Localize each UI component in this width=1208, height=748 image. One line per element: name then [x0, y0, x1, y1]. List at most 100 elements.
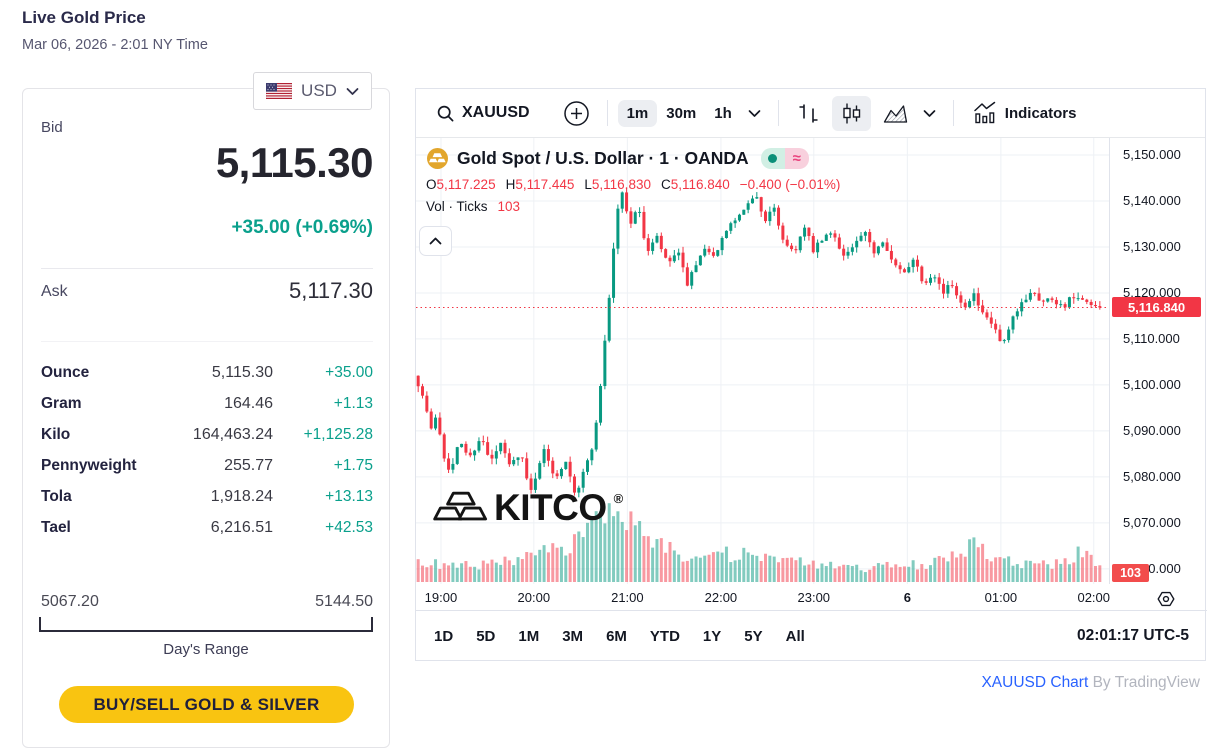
divider	[41, 268, 373, 269]
page-timestamp: Mar 06, 2026 - 2:01 NY Time	[22, 37, 208, 53]
toolbar-divider	[777, 100, 779, 126]
attribution-rest: By TradingView	[1088, 674, 1200, 691]
day-range-bracket	[39, 617, 373, 632]
x-axis-tick: 22:00	[704, 590, 738, 605]
range-button-3M[interactable]: 3M	[562, 627, 584, 645]
unit-change: +1.75	[333, 456, 373, 474]
unit-value: 1,918.24	[210, 487, 273, 505]
unit-label: Pennyweight	[41, 456, 137, 474]
currency-selected: USD	[301, 81, 337, 100]
ohlc-value: 5,117.225	[436, 177, 496, 192]
unit-label: Ounce	[41, 363, 90, 381]
candlestick-chart[interactable]	[416, 138, 1109, 584]
unit-row: Ounce 5,115.30 +35.00	[41, 357, 373, 388]
timezone-settings-icon[interactable]	[1153, 586, 1179, 615]
ohlc-key: H	[505, 177, 516, 192]
unit-label: Tola	[41, 487, 72, 505]
candlestick-chart-type-icon[interactable]	[831, 95, 871, 131]
range-toolbar: 1D 5D 1M 3M 6M YTD 1Y 5Y All 02:01:17 UTC-5	[416, 611, 1205, 661]
x-axis-tick: 01:00	[984, 590, 1018, 605]
day-range-high: 5144.50	[315, 593, 373, 610]
legend-change: −0.400 (−0.01%)	[739, 177, 841, 192]
interval-buttons: 1m 30m 1h	[617, 99, 741, 127]
y-axis-tick: 5,130.000	[1123, 238, 1181, 254]
range-button-5Y[interactable]: 5Y	[744, 627, 763, 645]
search-icon	[436, 104, 455, 123]
compare-add-button[interactable]	[556, 95, 597, 132]
currency-dropdown[interactable]: USD	[253, 72, 372, 110]
unit-value: 164.46	[224, 394, 273, 412]
unit-value: 5,115.30	[211, 363, 273, 381]
chart-type-menu-chevron[interactable]	[916, 104, 943, 123]
divider	[41, 341, 373, 342]
unit-change: +42.53	[325, 518, 373, 536]
tradingview-chart-link[interactable]: XAUUSD Chart	[981, 674, 1089, 691]
unit-row: Tael 6,216.51 +42.53	[41, 512, 373, 543]
bid-label: Bid	[41, 119, 63, 136]
range-button-YTD[interactable]: YTD	[649, 627, 680, 645]
x-axis-tick: 6	[903, 590, 911, 605]
x-axis-tick: 19:00	[424, 590, 458, 605]
page-title: Live Gold Price	[22, 8, 146, 27]
unit-value: 6,216.51	[210, 518, 273, 536]
indicators-icon	[972, 101, 998, 125]
range-button-1M[interactable]: 1M	[518, 627, 540, 645]
unit-row: Pennyweight 255.77 +1.75	[41, 450, 373, 481]
units-table: Ounce 5,115.30 +35.00 Gram 164.46 +1.13 Kilo 16…	[41, 357, 373, 543]
price-axis[interactable]: 5,150.000 5,140.000 5,130.000 5,120.000 5,11…	[1109, 138, 1206, 584]
last-price-badge: 5,116.840	[1112, 297, 1201, 318]
indicators-label: Indicators	[1004, 104, 1077, 122]
unit-row: Kilo 164,463.24 +1,125.28	[41, 419, 373, 450]
unit-label: Kilo	[41, 425, 71, 443]
range-buttons: 1D 5D 1M 3M 6M YTD 1Y 5Y All	[432, 626, 807, 647]
ask-label: Ask	[41, 283, 68, 300]
y-axis-tick: 5,110.000	[1123, 330, 1180, 346]
unit-label: Gram	[41, 394, 82, 412]
clock: 02:01:17 UTC-5	[1077, 627, 1189, 644]
attribution: XAUUSD Chart By TradingView	[981, 674, 1200, 692]
quote-card: Bid 5,115.30 +35.00 (+0.69%) Ask 5,117.3…	[22, 88, 390, 748]
bar-chart-type-icon[interactable]	[789, 96, 828, 131]
toolbar-divider	[952, 100, 954, 126]
y-axis-tick: 5,100.000	[1123, 376, 1181, 392]
volume-label: Vol · Ticks	[426, 199, 488, 214]
day-range-label: Day's Range	[163, 641, 249, 658]
us-flag-icon	[266, 83, 293, 99]
ohlc-value: 5,117.445	[515, 177, 575, 192]
volume-value: 103	[497, 199, 521, 214]
indicators-button[interactable]: Indicators	[964, 96, 1085, 130]
ask-price: 5,117.30	[288, 278, 373, 303]
range-button-1Y[interactable]: 1Y	[702, 627, 722, 645]
x-axis-tick: 23:00	[797, 590, 831, 605]
buy-sell-button[interactable]: BUY/SELL GOLD & SILVER	[59, 686, 354, 723]
interval-button-30m[interactable]: 30m	[657, 100, 705, 127]
chart-legend: Gold Spot / U.S. Dollar · 1 · OANDA ≈ O5…	[426, 147, 840, 214]
ohlc-key: C	[660, 177, 671, 192]
ohlc-value: 5,116.840	[670, 177, 730, 192]
range-button-All[interactable]: All	[785, 627, 805, 645]
interval-button-1m[interactable]: 1m	[617, 99, 658, 127]
unit-change: +1,125.28	[303, 425, 373, 443]
time-axis[interactable]: 19:00 20:00 21:00 22:00 23:00 6 01:00 02:00	[416, 584, 1207, 611]
x-axis-tick: 02:00	[1077, 590, 1111, 605]
symbol-search[interactable]: XAUUSD	[428, 100, 538, 127]
y-axis-tick: 5,150.000	[1123, 147, 1181, 162]
bid-price: 5,115.30	[215, 139, 374, 186]
instrument-title: Gold Spot / U.S. Dollar · 1 · OANDA	[457, 148, 749, 168]
candlestick-pane[interactable]: Gold Spot / U.S. Dollar · 1 · OANDA ≈ O5…	[416, 138, 1109, 584]
legend-collapse-button[interactable]	[419, 226, 452, 256]
unit-row: Tola 1,918.24 +13.13	[41, 481, 373, 512]
area-chart-type-icon[interactable]	[875, 96, 916, 131]
range-button-6M[interactable]: 6M	[606, 627, 627, 645]
market-status-pills[interactable]: ≈	[760, 148, 809, 169]
symbol-name: XAUUSD	[462, 104, 530, 121]
interval-button-1h[interactable]: 1h	[705, 100, 741, 127]
gold-coin-icon	[426, 147, 449, 170]
unit-label: Tael	[41, 518, 71, 536]
unit-change: +13.13	[325, 487, 373, 505]
interval-menu-chevron[interactable]	[741, 104, 768, 123]
unit-row: Gram 164.46 +1.13	[41, 388, 373, 419]
unit-change: +1.13	[333, 394, 373, 412]
range-button-5D[interactable]: 5D	[476, 627, 496, 645]
range-button-1D[interactable]: 1D	[434, 627, 454, 645]
